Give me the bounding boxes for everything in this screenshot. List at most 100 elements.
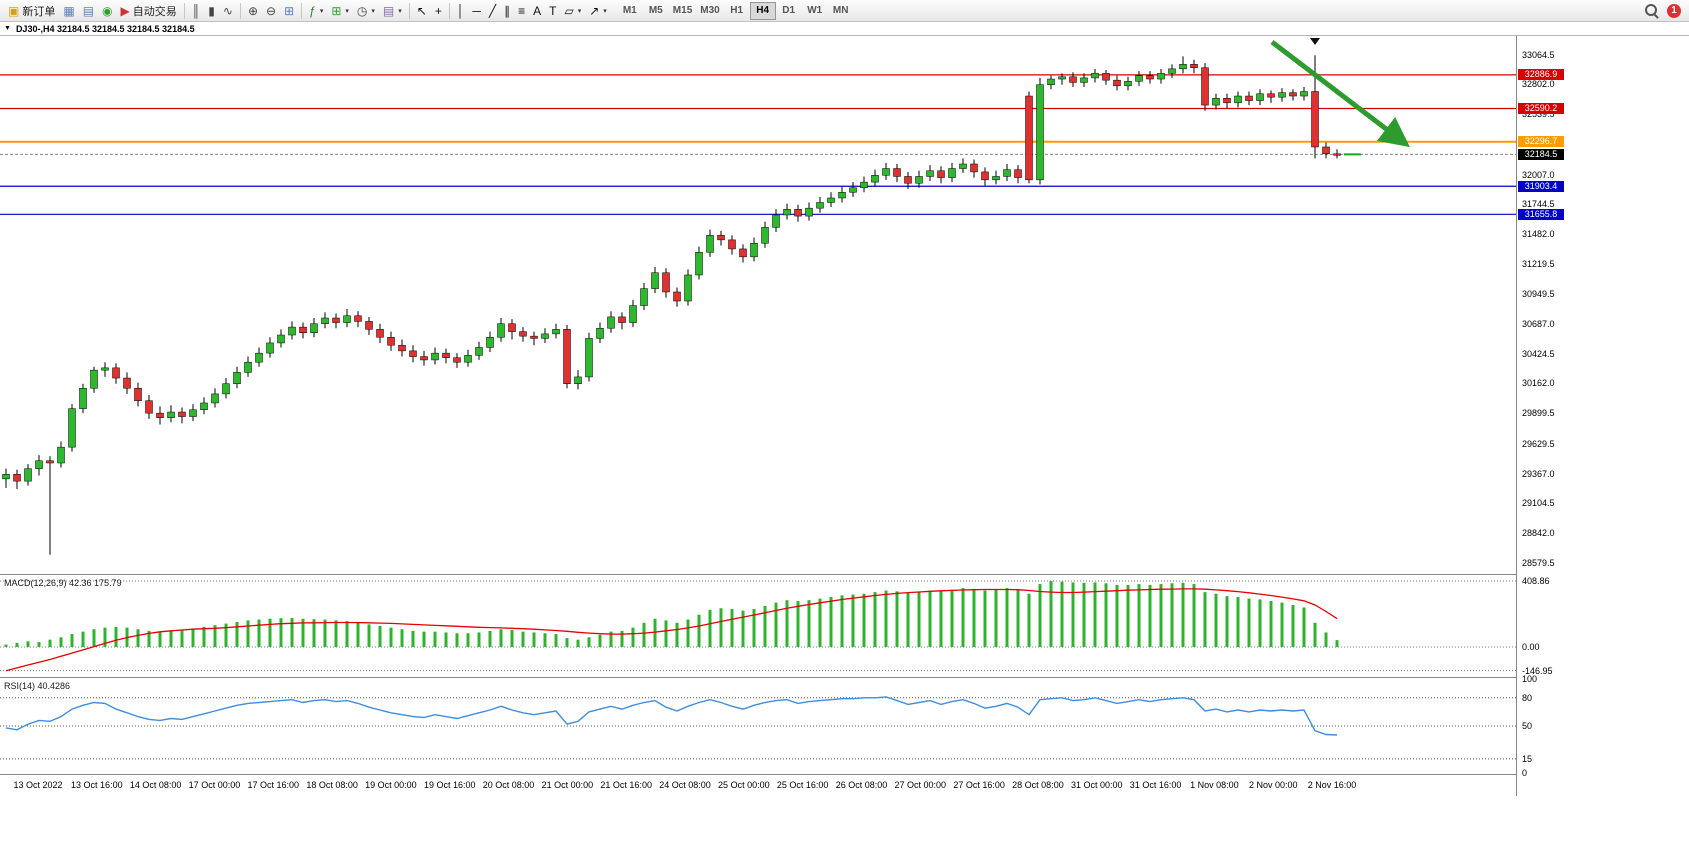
indicators-button[interactable]: ƒ ▾ — [305, 1, 327, 21]
macd-histogram-bar — [763, 605, 767, 647]
price-chart[interactable] — [0, 36, 1516, 574]
timeframe-mn-button[interactable]: MN — [832, 4, 849, 16]
fibonacci-button[interactable]: ≡ — [514, 1, 529, 21]
trend-arrow-annotation[interactable] — [1270, 40, 1410, 148]
chevron-down-icon[interactable]: ▾ — [319, 7, 324, 15]
candle-body — [761, 227, 769, 244]
candle-body — [585, 338, 593, 378]
candlestick-button[interactable]: ▮ — [204, 1, 219, 21]
horizontal-line-button[interactable]: ─ — [468, 1, 485, 21]
candlestick — [420, 350, 428, 366]
search-icon[interactable] — [1645, 3, 1659, 18]
macd-panel[interactable] — [0, 576, 1516, 676]
candlestick — [1080, 73, 1088, 87]
notification-badge[interactable]: 1 — [1667, 3, 1681, 18]
timeframe-d1-button[interactable]: D1 — [782, 4, 796, 16]
candlestick — [486, 331, 494, 353]
channel-button[interactable]: ∥ — [500, 1, 514, 21]
shapes-button[interactable]: ▱ ▾ — [560, 1, 585, 21]
candle-body — [1025, 95, 1033, 181]
timeframe-h4-button[interactable]: H4 — [749, 1, 776, 20]
candle-body — [1168, 68, 1176, 74]
candle-body — [244, 361, 252, 373]
chevron-down-icon[interactable]: ▾ — [603, 7, 607, 15]
cursor-button[interactable]: ↖ — [413, 1, 431, 21]
tile-windows-button[interactable]: ⊞ — [280, 1, 298, 21]
candle-body — [145, 400, 153, 414]
timeframe-h1-button[interactable]: H1 — [730, 4, 744, 16]
zoom-in-button[interactable]: ⊕ — [244, 1, 262, 21]
candlestick — [860, 176, 868, 193]
timeframe-m1-button[interactable]: M1 — [622, 4, 637, 16]
signals-button[interactable]: ◉ — [98, 1, 116, 21]
sell-marker-icon[interactable] — [1310, 38, 1320, 45]
chart-area: MACD(12,26,9) 42.36 175.79 RSI(14) 40.42… — [0, 36, 1689, 796]
arrows-button[interactable]: ↗ ▾ — [585, 1, 611, 21]
crosshair-button[interactable]: + — [431, 1, 446, 21]
macd-histogram-bar — [895, 591, 899, 647]
chevron-down-icon[interactable]: ▾ — [371, 7, 375, 15]
chevron-down-icon[interactable]: ▾ — [577, 7, 582, 15]
candle-body — [453, 357, 461, 363]
rsi-axis-label: 15 — [1522, 753, 1533, 764]
timeframe-m5-button[interactable]: M5 — [648, 4, 663, 16]
candlestick — [1146, 71, 1154, 84]
macd-histogram-bar — [246, 620, 250, 647]
timeframe-m15-button[interactable]: M15 — [672, 4, 693, 16]
macd-histogram-bar — [1148, 584, 1152, 647]
toolbar-separator — [239, 2, 241, 19]
macd-histogram-bar — [1027, 593, 1031, 647]
price-axis-label: 30162.0 — [1522, 378, 1555, 389]
macd-histogram-bar — [532, 632, 536, 647]
time-axis-label: 19 Oct 00:00 — [365, 780, 417, 790]
time-axis[interactable]: 13 Oct 2022 13 Oct 16:00 14 Oct 08:00 17 Oc… — [0, 775, 1516, 796]
candle-body — [618, 316, 626, 323]
macd-histogram-bar — [840, 595, 844, 647]
candlestick — [398, 339, 406, 357]
macd-histogram-bar — [499, 629, 503, 647]
candlestick — [662, 268, 670, 298]
timeframe-toolbar: M1 M5 M15 M30 H1 H4 D1 W1 MN — [617, 1, 854, 20]
time-axis-label: 18 Oct 08:00 — [306, 780, 358, 790]
time-axis-label: 26 Oct 08:00 — [835, 780, 888, 790]
timeframe-w1-button[interactable]: W1 — [807, 4, 823, 16]
macd-histogram-bar — [70, 634, 74, 647]
panel-separator[interactable] — [0, 574, 1689, 575]
rsi-panel[interactable] — [0, 679, 1516, 773]
text-button[interactable]: A — [529, 1, 545, 21]
auto-trading-button[interactable]: ▶ 自动交易 — [117, 1, 181, 21]
templates-button[interactable]: ▤ ▾ — [379, 1, 406, 21]
macd-histogram-bar — [774, 602, 778, 647]
chevron-down-icon[interactable]: ▾ — [345, 7, 349, 15]
candle-body — [508, 323, 516, 332]
candlestick — [563, 324, 571, 389]
chevron-down-icon[interactable]: ▾ — [398, 7, 402, 15]
bar-chart-button[interactable]: ║ — [188, 1, 205, 21]
candlestick — [816, 196, 824, 213]
macd-histogram-bar — [1038, 584, 1042, 647]
macd-histogram-bar — [1115, 584, 1119, 647]
candlestick — [695, 246, 703, 280]
profiles-button[interactable]: ▤ — [79, 1, 98, 21]
candle-body — [783, 209, 791, 216]
vertical-line-button[interactable]: │ — [453, 1, 469, 21]
candlestick — [640, 282, 648, 311]
line-chart-button[interactable]: ∿ — [219, 1, 237, 21]
panel-separator[interactable] — [0, 677, 1689, 678]
candlestick — [497, 318, 505, 342]
macd-histogram-bar — [1335, 640, 1339, 647]
price-axis[interactable]: 33064.5 32802.0 32539.5 32007.0 31744.5 31482… — [1516, 36, 1689, 796]
add-indicator-button[interactable]: ⊞ ▾ — [327, 1, 353, 21]
window-menu-icon[interactable]: ▼ — [4, 25, 11, 32]
timeframe-m30-button[interactable]: M30 — [700, 4, 720, 16]
candle-body — [1278, 92, 1286, 98]
macd-histogram-bar — [719, 608, 723, 647]
candlestick — [805, 202, 813, 221]
chart-window-button[interactable]: ▦ — [59, 1, 78, 21]
trendline-button[interactable]: ╱ — [485, 1, 500, 21]
period-button[interactable]: ◷ ▾ — [353, 1, 379, 21]
label-button[interactable]: T — [545, 1, 560, 21]
new-order-button[interactable]: ▣ 新订单 — [4, 1, 59, 21]
zoom-out-button[interactable]: ⊖ — [262, 1, 280, 21]
macd-histogram-bar — [1225, 596, 1229, 647]
